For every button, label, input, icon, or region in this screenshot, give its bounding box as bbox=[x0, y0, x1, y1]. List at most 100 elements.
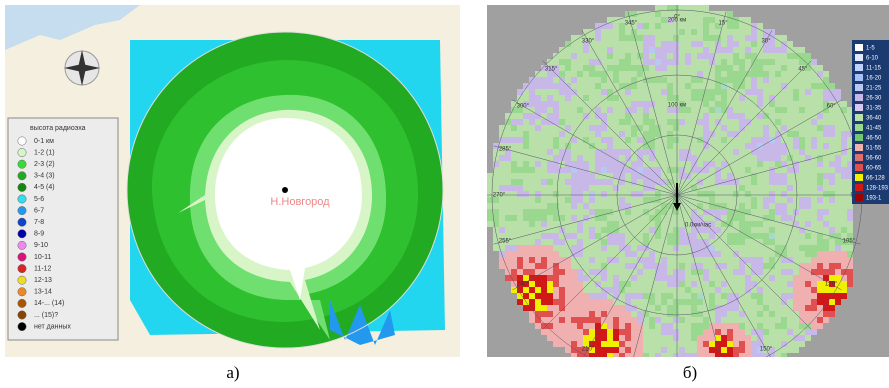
radar-cell bbox=[691, 107, 697, 113]
radar-cell bbox=[607, 95, 613, 101]
radar-cell bbox=[667, 5, 673, 11]
radar-cell bbox=[541, 287, 547, 293]
radar-cell bbox=[607, 23, 613, 29]
radar-cell bbox=[679, 311, 685, 317]
radar-cell bbox=[799, 173, 805, 179]
radar-cell bbox=[637, 221, 643, 227]
radar-cell bbox=[619, 41, 625, 47]
radar-cell bbox=[565, 191, 571, 197]
radar-cell bbox=[715, 227, 721, 233]
radar-cell bbox=[673, 293, 679, 299]
radar-cell bbox=[823, 257, 829, 263]
radar-cell bbox=[601, 341, 607, 347]
radar-cell bbox=[559, 251, 565, 257]
legend-swatch bbox=[855, 74, 863, 81]
radar-cell bbox=[763, 245, 769, 251]
radar-cell bbox=[721, 227, 727, 233]
radar-cell bbox=[691, 113, 697, 119]
radar-cell bbox=[499, 185, 505, 191]
radar-cell bbox=[643, 53, 649, 59]
radar-cell bbox=[685, 113, 691, 119]
legend-swatch bbox=[855, 64, 863, 71]
radar-cell bbox=[775, 185, 781, 191]
radar-cell bbox=[595, 155, 601, 161]
radar-cell bbox=[631, 263, 637, 269]
radar-cell bbox=[739, 131, 745, 137]
radar-cell bbox=[721, 221, 727, 227]
radar-cell bbox=[781, 245, 787, 251]
radar-cell bbox=[751, 191, 757, 197]
radar-cell bbox=[691, 275, 697, 281]
radar-cell bbox=[613, 113, 619, 119]
radar-cell bbox=[811, 101, 817, 107]
radar-cell bbox=[703, 215, 709, 221]
radar-cell bbox=[823, 119, 829, 125]
radar-cell bbox=[643, 239, 649, 245]
radar-cell bbox=[565, 203, 571, 209]
radar-cell bbox=[763, 161, 769, 167]
radar-cell bbox=[643, 119, 649, 125]
radar-cell bbox=[697, 227, 703, 233]
radar-cell bbox=[613, 167, 619, 173]
radar-cell bbox=[763, 317, 769, 323]
legend-label: 21-25 bbox=[866, 86, 882, 92]
radar-cell bbox=[709, 155, 715, 161]
radar-cell bbox=[523, 215, 529, 221]
radar-cell bbox=[727, 203, 733, 209]
radar-cell bbox=[793, 65, 799, 71]
radar-cell bbox=[697, 329, 703, 335]
radar-cell bbox=[685, 281, 691, 287]
radar-cell bbox=[583, 203, 589, 209]
radar-cell bbox=[559, 71, 565, 77]
radar-cell bbox=[661, 89, 667, 95]
radar-cell bbox=[571, 71, 577, 77]
radar-cell bbox=[685, 17, 691, 23]
radar-cell bbox=[757, 185, 763, 191]
radar-cell bbox=[805, 185, 811, 191]
radar-cell bbox=[649, 311, 655, 317]
radar-cell bbox=[823, 185, 829, 191]
radar-cell bbox=[691, 155, 697, 161]
radar-cell bbox=[601, 77, 607, 83]
radar-cell bbox=[571, 239, 577, 245]
radar-cell bbox=[841, 215, 847, 221]
radar-cell bbox=[559, 113, 565, 119]
radar-cell bbox=[547, 131, 553, 137]
radar-cell bbox=[517, 101, 523, 107]
legend-swatch bbox=[855, 124, 863, 131]
radar-cell bbox=[817, 227, 823, 233]
radar-cell bbox=[811, 311, 817, 317]
radar-cell bbox=[703, 281, 709, 287]
radar-cell bbox=[553, 281, 559, 287]
radar-cell bbox=[769, 275, 775, 281]
radar-cell bbox=[607, 347, 613, 353]
radar-cell bbox=[751, 281, 757, 287]
radar-cell bbox=[673, 65, 679, 71]
radar-cell bbox=[559, 53, 565, 59]
radar-cell bbox=[583, 215, 589, 221]
radar-cell bbox=[727, 335, 733, 341]
radar-cell bbox=[607, 17, 613, 23]
radar-cell bbox=[811, 83, 817, 89]
radar-cell bbox=[523, 245, 529, 251]
radar-cell bbox=[541, 71, 547, 77]
radar-cell bbox=[691, 299, 697, 305]
radar-cell bbox=[619, 251, 625, 257]
radar-cell bbox=[715, 275, 721, 281]
radar-cell bbox=[511, 251, 517, 257]
legend-swatch bbox=[855, 174, 863, 181]
radar-cell bbox=[667, 11, 673, 17]
radar-cell bbox=[805, 335, 811, 341]
radar-cell bbox=[577, 293, 583, 299]
radar-cell bbox=[715, 347, 721, 353]
radar-cell bbox=[523, 113, 529, 119]
radar-cell bbox=[673, 11, 679, 17]
radar-cell bbox=[715, 161, 721, 167]
radar-cell bbox=[799, 203, 805, 209]
radar-cell bbox=[703, 107, 709, 113]
radial-line bbox=[493, 145, 678, 196]
radar-cell bbox=[601, 71, 607, 77]
radar-cell bbox=[769, 107, 775, 113]
radar-cell bbox=[589, 221, 595, 227]
radar-cell bbox=[811, 329, 817, 335]
